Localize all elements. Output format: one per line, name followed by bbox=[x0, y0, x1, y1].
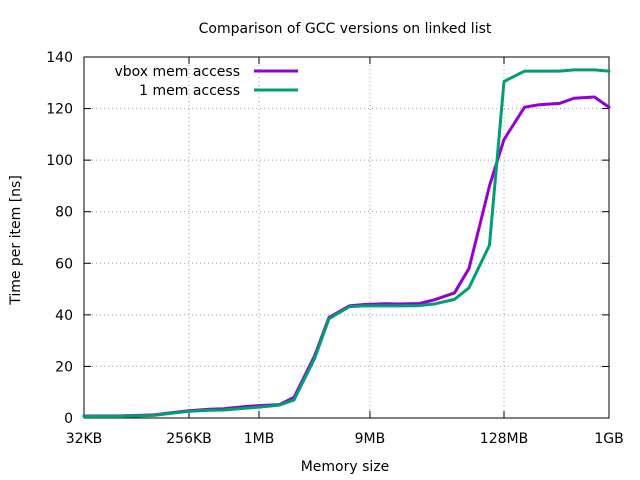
y-tick-label: 40 bbox=[55, 308, 73, 324]
series-line-2 bbox=[82, 68, 611, 418]
x-tick-label: 32KB bbox=[66, 431, 103, 447]
y-axis-title: Time per item [ns] bbox=[8, 175, 24, 306]
legend-label: 1 mem access bbox=[139, 83, 240, 99]
series-lines bbox=[82, 68, 611, 418]
x-tick-label: 9MB bbox=[355, 431, 386, 447]
x-tick-label: 1MB bbox=[244, 431, 275, 447]
axes: 0 20 40 60 80 100 120 140 32KB 256KB 1MB 9MB 128MB 1G… bbox=[46, 50, 623, 447]
y-tick-label: 20 bbox=[55, 359, 73, 375]
x-axis-title: Memory size bbox=[301, 459, 390, 475]
x-tick-label: 128MB bbox=[480, 431, 528, 447]
x-tick-label: 1GB bbox=[594, 431, 623, 447]
legend: vbox mem access 1 mem access bbox=[114, 64, 298, 99]
y-tick-label: 0 bbox=[64, 411, 73, 427]
gridlines bbox=[84, 57, 609, 418]
plot-frame bbox=[83, 56, 610, 419]
chart-title: Comparison of GCC versions on linked lis… bbox=[199, 21, 492, 37]
y-tick-label: 100 bbox=[46, 153, 73, 169]
y-tick-label: 80 bbox=[55, 205, 73, 221]
series-line-1 bbox=[82, 95, 611, 418]
legend-label: vbox mem access bbox=[114, 64, 240, 80]
x-tick-label: 256KB bbox=[166, 431, 212, 447]
y-tick-label: 140 bbox=[46, 50, 73, 66]
y-tick-label: 60 bbox=[55, 256, 73, 272]
y-tick-label: 120 bbox=[46, 102, 73, 118]
